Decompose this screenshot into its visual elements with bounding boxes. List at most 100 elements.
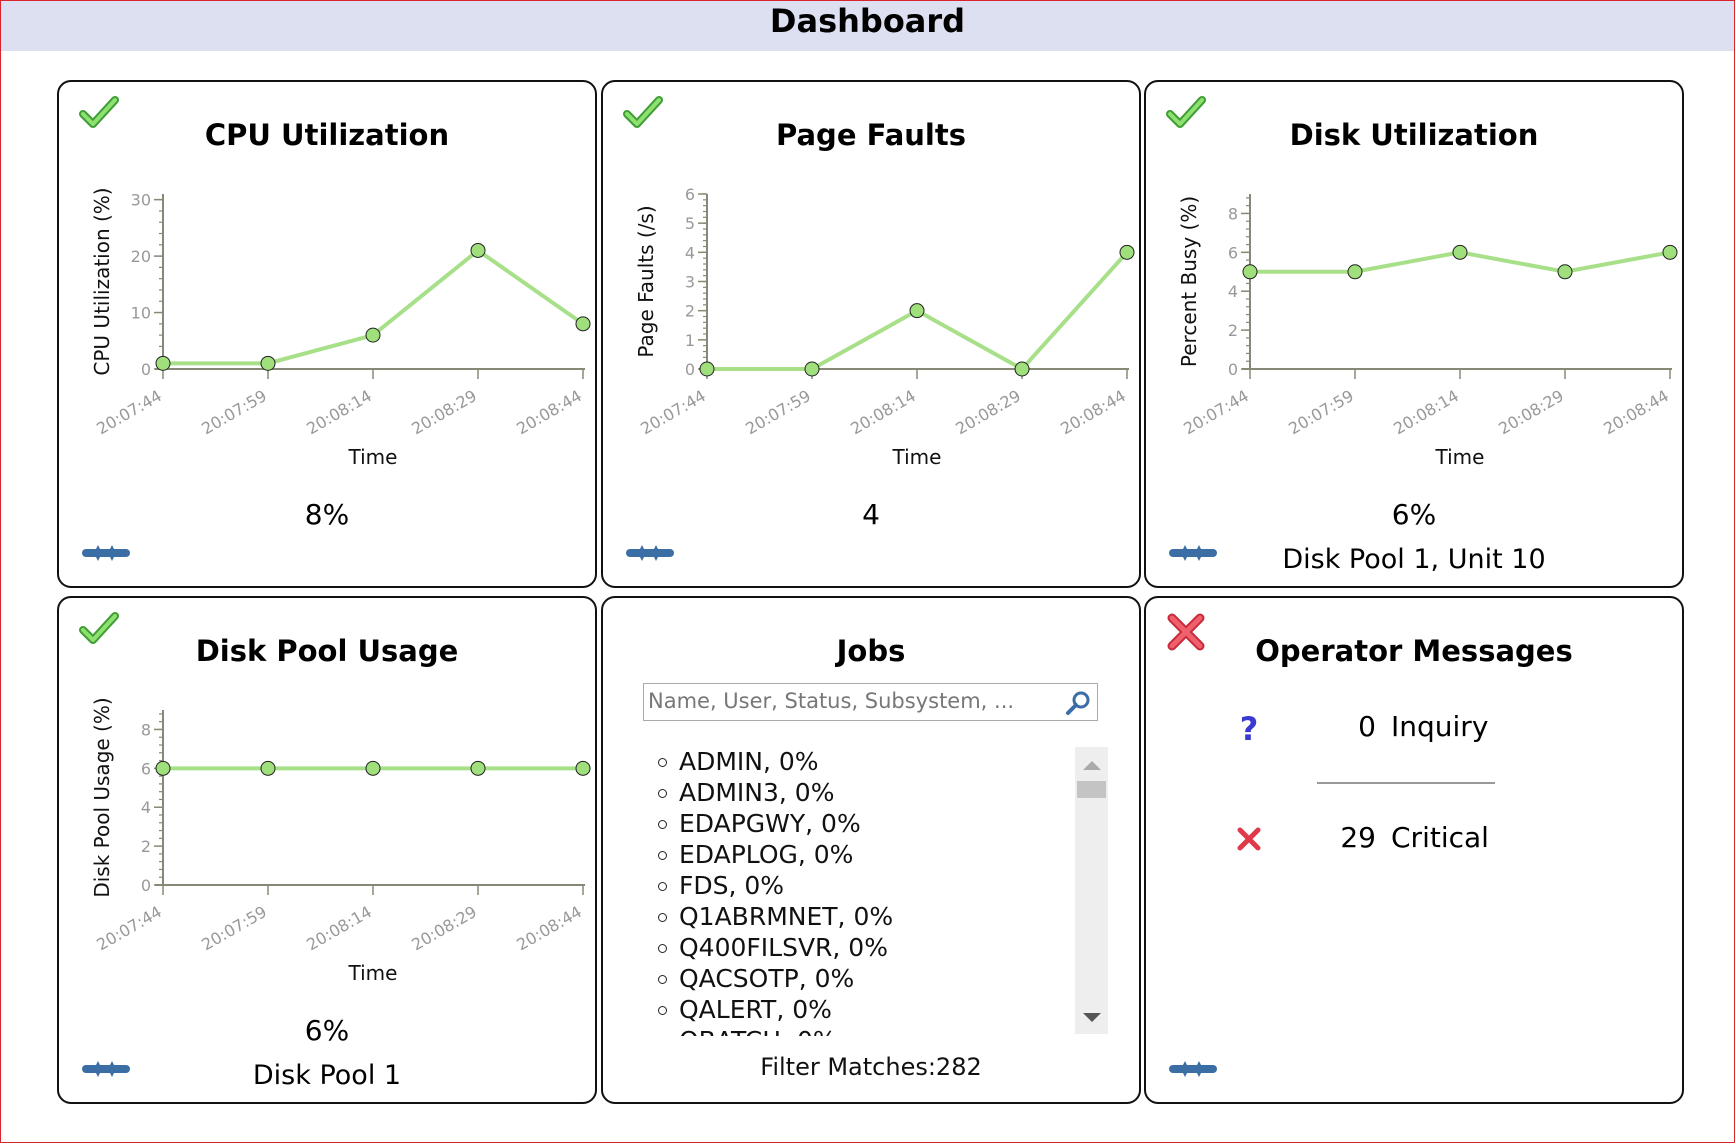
data-point (1557, 264, 1573, 280)
job-list-item[interactable]: EDAPLOG, 0% (643, 839, 1103, 870)
panel-title: Disk Pool Usage (195, 634, 459, 668)
y-axis-title: Page Faults (/s) (634, 205, 658, 357)
data-point (260, 760, 276, 776)
details-link-icon[interactable] (1168, 544, 1218, 562)
y-tick-label: 20 (131, 247, 151, 266)
y-tick-label: 4 (685, 243, 695, 262)
data-point (470, 242, 486, 258)
x-tick-label: 20:08:14 (1390, 386, 1462, 438)
page-faults-panel: Page Faults 0 1 2 3 4 5 6 20:07:44 20:07:59 20:08… (601, 80, 1141, 588)
x-tick-label: 20:07:59 (1285, 386, 1357, 438)
x-tick-label: 20:08:44 (513, 902, 585, 954)
job-list-item[interactable]: Q1ABRMNET, 0% (643, 901, 1103, 932)
data-point (909, 303, 925, 319)
current-value: 4 (862, 498, 880, 531)
data-point (155, 760, 171, 776)
x-tick-label: 20:08:29 (408, 386, 480, 438)
y-tick-label: 0 (141, 876, 151, 895)
job-search-box (643, 683, 1098, 721)
panel-title: CPU Utilization (204, 118, 450, 152)
job-list-item[interactable]: Q400FILSVR, 0% (643, 932, 1103, 963)
job-search-input[interactable] (644, 684, 1062, 718)
details-link-icon[interactable] (81, 544, 131, 562)
job-list-item[interactable]: ADMIN, 0% (643, 746, 1103, 777)
job-list-scrollbar[interactable] (1075, 747, 1108, 1034)
job-list-item[interactable]: QBATCH, 0% (643, 1025, 1103, 1036)
details-link-icon[interactable] (625, 544, 675, 562)
y-tick-label: 2 (685, 302, 695, 321)
panel-title: Operator Messages (1255, 634, 1573, 668)
cpu-utilization-chart: 0 10 20 30 20:07:44 20:07:59 20:08:14 20:08:29 2… (90, 187, 591, 469)
x-tick-label: 20:07:44 (93, 902, 165, 954)
x-tick-label: 20:08:44 (513, 386, 585, 438)
x-tick-label: 20:07:44 (93, 386, 165, 438)
x-axis-title: Time (348, 445, 398, 469)
scroll-down-arrow-icon[interactable] (1083, 1013, 1101, 1022)
y-axis-title: CPU Utilization (%) (90, 187, 114, 375)
x-tick-label: 20:08:14 (303, 386, 375, 438)
data-point (1242, 264, 1258, 280)
y-tick-label: 3 (685, 273, 695, 292)
critical-label: Critical (1391, 821, 1489, 854)
data-point (1347, 264, 1363, 280)
inquiry-count: 0 (1358, 710, 1376, 743)
y-tick-label: 6 (141, 759, 151, 778)
data-point (470, 760, 486, 776)
page-title: Dashboard (769, 2, 966, 40)
x-tick-label: 20:08:44 (1057, 386, 1129, 438)
job-list-item[interactable]: FDS, 0% (643, 870, 1103, 901)
svg-text:?: ? (1240, 710, 1259, 746)
y-tick-label: 8 (141, 720, 151, 739)
y-tick-label: 1 (685, 331, 695, 350)
job-list: ADMIN, 0% ADMIN3, 0% EDAPGWY, 0% EDAPLOG… (643, 746, 1103, 1036)
critical-messages-row[interactable]: 29 Critical (1146, 821, 1682, 861)
disk-utilization-chart: 0 2 4 6 8 20:07:44 20:07:59 20:08:14 20:08:29 20:… (1177, 194, 1678, 469)
y-tick-label: 2 (141, 837, 151, 856)
x-tick-label: 20:08:29 (952, 386, 1024, 438)
x-tick-label: 20:08:14 (847, 386, 919, 438)
series-line (163, 247, 585, 366)
inquiry-label: Inquiry (1391, 710, 1489, 743)
operator-messages-panel: Operator Messages ? 0 Inquiry 29 Critica… (1144, 596, 1684, 1104)
panel-subtitle: Disk Pool 1, Unit 10 (1282, 544, 1546, 575)
x-tick-label: 20:07:59 (742, 386, 814, 438)
search-icon[interactable] (1065, 690, 1091, 716)
scrollbar-thumb[interactable] (1077, 781, 1106, 798)
inquiry-messages-row[interactable]: ? 0 Inquiry (1146, 710, 1682, 750)
current-value: 6% (304, 1014, 350, 1047)
question-icon: ? (1240, 710, 1259, 746)
data-point (1452, 244, 1468, 260)
x-tick-label: 20:07:59 (198, 386, 270, 438)
y-tick-label: 6 (1228, 243, 1238, 262)
x-tick-label: 20:07:44 (1180, 386, 1252, 438)
x-tick-label: 20:07:59 (198, 902, 270, 954)
y-tick-label: 30 (131, 191, 151, 210)
details-link-icon[interactable] (1168, 1060, 1218, 1078)
check-icon (79, 96, 119, 128)
panel-title: Jobs (836, 634, 906, 668)
y-tick-label: 0 (685, 360, 695, 379)
check-icon (623, 96, 663, 128)
job-list-item[interactable]: QACSOTP, 0% (643, 963, 1103, 994)
x-tick-label: 20:08:29 (1495, 386, 1567, 438)
panel-title: Page Faults (776, 118, 966, 152)
filter-matches-count: Filter Matches:282 (760, 1053, 982, 1081)
current-value: 8% (304, 498, 350, 531)
critical-x-icon (1237, 827, 1261, 851)
y-tick-label: 2 (1228, 321, 1238, 340)
data-point (575, 316, 591, 332)
data-point (260, 355, 276, 371)
job-list-item[interactable]: ADMIN3, 0% (643, 777, 1103, 808)
divider (1317, 782, 1495, 784)
y-tick-label: 4 (141, 798, 151, 817)
current-value: 6% (1391, 498, 1437, 531)
x-tick-label: 20:08:29 (408, 902, 480, 954)
disk-pool-usage-chart: 0 2 4 6 8 20:07:44 20:07:59 20:08:14 20:08:29 20:… (90, 697, 591, 985)
x-axis-title: Time (1435, 445, 1485, 469)
job-list-item[interactable]: EDAPGWY, 0% (643, 808, 1103, 839)
scroll-up-arrow-icon[interactable] (1083, 761, 1101, 770)
data-point (1014, 361, 1030, 377)
details-link-icon[interactable] (81, 1060, 131, 1078)
job-list-item[interactable]: QALERT, 0% (643, 994, 1103, 1025)
disk-utilization-panel: Disk Utilization 0 2 4 6 8 20:07:44 20:07:59 20… (1144, 80, 1684, 588)
